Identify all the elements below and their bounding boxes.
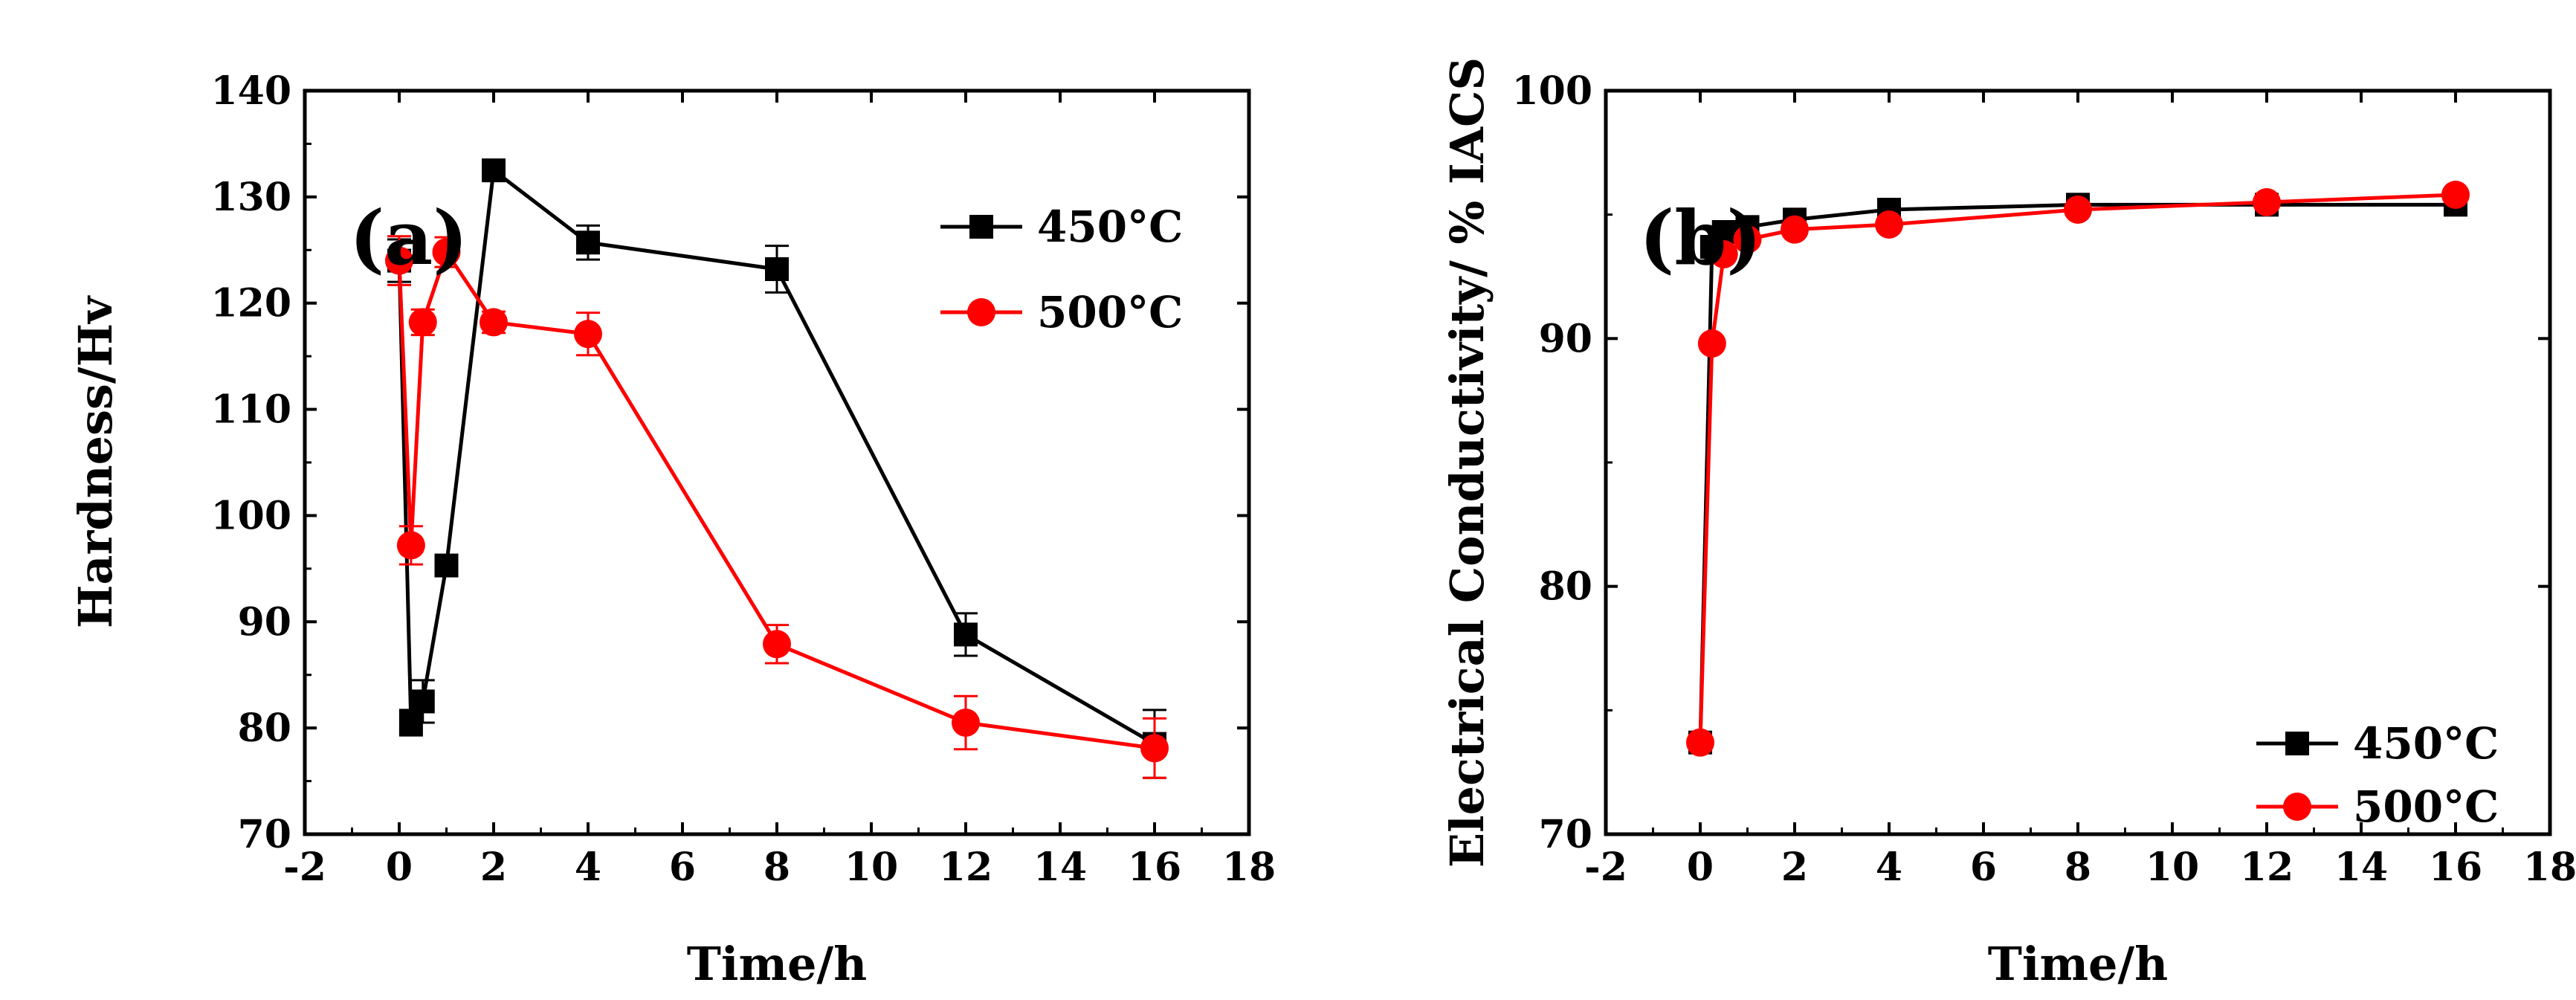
hardness-x-tick-label: -2 bbox=[283, 845, 326, 890]
conductivity-point-500 bbox=[1709, 240, 1738, 268]
hardness-y-tick-label: 130 bbox=[210, 175, 291, 220]
conductivity-point-500 bbox=[1733, 225, 1762, 254]
conductivity-x-axis-title: Time/h bbox=[1988, 937, 2168, 991]
hardness-point-450 bbox=[410, 689, 435, 714]
hardness-x-tick-label: 2 bbox=[480, 845, 507, 890]
conductivity-y-ticks: 70 80 90 100 bbox=[1511, 68, 2550, 857]
conductivity-x-tick-label: 12 bbox=[2240, 845, 2293, 890]
conductivity-x-tick-label: 0 bbox=[1687, 845, 1714, 890]
hardness-series bbox=[385, 158, 1169, 779]
conductivity-legend: 450°C 500°C bbox=[2256, 718, 2499, 832]
conductivity-series-line-450 bbox=[1698, 202, 2456, 743]
conductivity-x-tick-label: -2 bbox=[1584, 845, 1627, 890]
conductivity-x-tick-label: 6 bbox=[1970, 845, 1997, 890]
hardness-x-ticks: -2 0 2 4 6 8 10 12 14 16 18 bbox=[283, 91, 1276, 890]
hardness-x-tick-label: 12 bbox=[939, 845, 992, 890]
hardness-x-tick-label: 14 bbox=[1033, 845, 1087, 890]
conductivity-y-tick-label: 100 bbox=[1511, 68, 1592, 114]
conductivity-x-tick-label: 10 bbox=[2146, 845, 2199, 890]
conductivity-point-500 bbox=[1697, 329, 1726, 358]
conductivity-y-axis-title: Electrical Conductivity/ % IACS bbox=[1440, 57, 1494, 868]
conductivity-x-tick-label: 14 bbox=[2334, 845, 2388, 890]
hardness-panel-label: (a) bbox=[349, 194, 468, 282]
hardness-point-500 bbox=[396, 531, 425, 560]
conductivity-legend-marker-450 bbox=[2285, 732, 2309, 755]
hardness-point-500 bbox=[763, 630, 791, 659]
conductivity-y-tick-label: 80 bbox=[1539, 564, 1592, 610]
hardness-legend-label-500: 500°C bbox=[1037, 287, 1183, 338]
hardness-y-tick-label: 120 bbox=[210, 281, 291, 326]
hardness-point-450 bbox=[398, 711, 423, 735]
hardness-point-500 bbox=[1140, 734, 1169, 763]
conductivity-x-tick-label: 18 bbox=[2523, 845, 2576, 890]
conductivity-point-500 bbox=[2064, 196, 2092, 224]
conductivity-chart-panel: -2 0 2 4 6 8 10 12 14 16 18 70 80 90 100 (b) Time/h E… bbox=[1440, 57, 2576, 991]
hardness-legend-label-450: 450°C bbox=[1037, 201, 1183, 252]
conductivity-series-line-500 bbox=[1698, 193, 2456, 743]
hardness-y-tick-label: 70 bbox=[238, 812, 291, 857]
hardness-x-axis-title: Time/h bbox=[687, 937, 867, 991]
hardness-legend-marker-500 bbox=[967, 298, 995, 326]
conductivity-y-tick-label: 70 bbox=[1539, 812, 1592, 857]
hardness-series-500 bbox=[385, 235, 1169, 779]
conductivity-panel-label: (b) bbox=[1639, 194, 1762, 282]
hardness-x-tick-label: 16 bbox=[1128, 845, 1181, 890]
hardness-y-tick-label: 80 bbox=[238, 706, 291, 751]
conductivity-series-500 bbox=[1686, 181, 2470, 757]
hardness-chart-panel: -2 0 2 4 6 8 10 12 14 16 18 708090100110120130140 … bbox=[68, 68, 1276, 991]
hardness-x-tick-label: 18 bbox=[1222, 845, 1276, 890]
conductivity-point-450 bbox=[1711, 220, 1736, 244]
hardness-legend: 450°C 500°C bbox=[940, 201, 1183, 338]
hardness-point-450 bbox=[954, 622, 978, 647]
hardness-y-axis-title: Hardness/Hv bbox=[68, 295, 123, 628]
conductivity-y-tick-label: 90 bbox=[1539, 316, 1592, 361]
hardness-y-tick-label: 110 bbox=[210, 387, 291, 433]
conductivity-x-tick-label: 4 bbox=[1876, 845, 1902, 890]
hardness-point-500 bbox=[408, 308, 437, 337]
hardness-point-500 bbox=[952, 709, 980, 737]
conductivity-x-tick-label: 16 bbox=[2429, 845, 2482, 890]
hardness-y-ticks: 70 80 90 100 110 120 130 140 bbox=[210, 68, 1249, 857]
hardness-x-tick-label: 4 bbox=[575, 845, 601, 890]
hardness-y-tick-label: 90 bbox=[238, 599, 291, 645]
conductivity-point-500 bbox=[2441, 181, 2470, 209]
hardness-point-500 bbox=[385, 246, 413, 275]
hardness-point-500 bbox=[432, 238, 461, 267]
conductivity-series bbox=[1686, 181, 2470, 757]
conductivity-x-ticks: -2 0 2 4 6 8 10 12 14 16 18 bbox=[1584, 91, 2576, 890]
hardness-point-450 bbox=[482, 158, 506, 183]
conductivity-x-tick-label: 2 bbox=[1781, 845, 1808, 890]
hardness-point-500 bbox=[574, 320, 602, 349]
conductivity-legend-marker-500 bbox=[2283, 793, 2311, 821]
conductivity-x-tick-label: 8 bbox=[2065, 845, 2091, 890]
conductivity-point-500 bbox=[1781, 215, 1809, 244]
conductivity-point-500 bbox=[2253, 188, 2281, 216]
hardness-legend-marker-450 bbox=[969, 215, 993, 239]
conductivity-legend-label-450: 450°C bbox=[2353, 718, 2499, 769]
hardness-point-450 bbox=[765, 257, 789, 281]
hardness-point-500 bbox=[480, 308, 508, 337]
hardness-y-tick-label: 140 bbox=[210, 68, 291, 114]
hardness-point-450 bbox=[434, 553, 459, 578]
hardness-point-450 bbox=[576, 230, 600, 255]
conductivity-point-500 bbox=[1686, 728, 1714, 757]
hardness-x-tick-label: 8 bbox=[764, 845, 790, 890]
conductivity-series-450 bbox=[1688, 193, 2467, 755]
hardness-x-tick-label: 10 bbox=[845, 845, 898, 890]
hardness-y-tick-label: 100 bbox=[210, 493, 291, 538]
conductivity-legend-label-500: 500°C bbox=[2353, 781, 2499, 832]
hardness-x-tick-label: 0 bbox=[386, 845, 413, 890]
hardness-x-tick-label: 6 bbox=[669, 845, 696, 890]
conductivity-point-500 bbox=[1875, 210, 1903, 239]
